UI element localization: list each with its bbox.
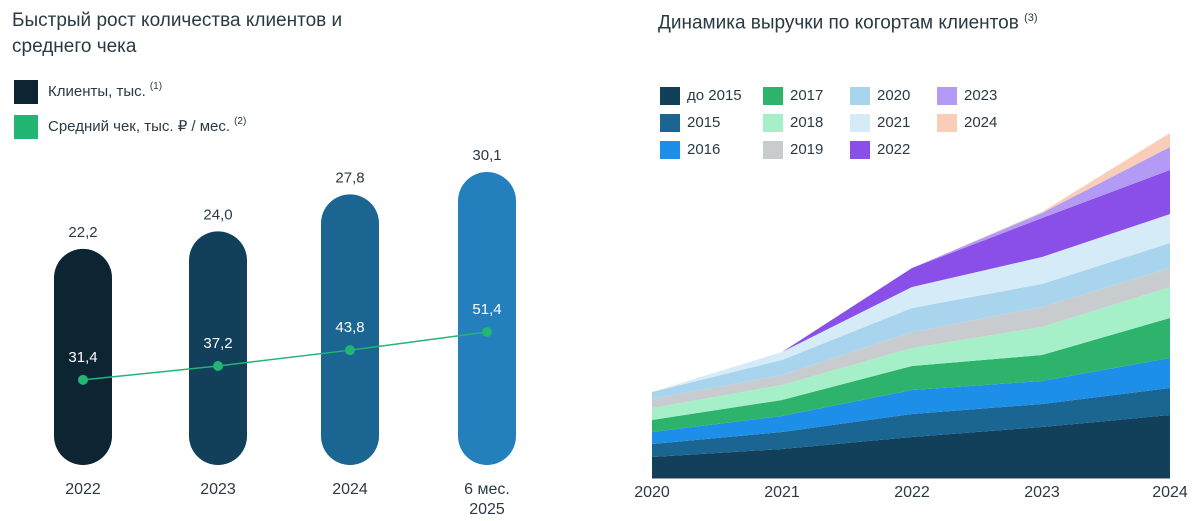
area bbox=[652, 268, 1170, 408]
legend-swatch bbox=[14, 80, 38, 104]
legend-swatch bbox=[14, 115, 38, 139]
line-point bbox=[213, 360, 223, 371]
legend-label: 2016 bbox=[687, 141, 720, 158]
legend-label: 2019 bbox=[790, 141, 823, 158]
legend-swatch bbox=[937, 87, 957, 105]
legend-text: Средний чек, тыс. ₽ / мес. bbox=[48, 118, 230, 135]
x-tick-label: 2023 bbox=[1024, 484, 1060, 501]
legend-swatch bbox=[850, 114, 870, 132]
bar bbox=[54, 248, 112, 465]
line bbox=[82, 331, 488, 381]
legend-note: (1) bbox=[150, 81, 162, 92]
legend-swatch bbox=[660, 114, 680, 132]
area bbox=[652, 214, 1170, 392]
legend-note: (2) bbox=[234, 116, 246, 127]
area bbox=[652, 388, 1170, 457]
area bbox=[652, 287, 1170, 420]
area bbox=[652, 358, 1170, 444]
legend-label: 2022 bbox=[877, 141, 910, 158]
legend-label: 2021 bbox=[877, 114, 910, 131]
x-tick-label: 2023 bbox=[200, 481, 236, 498]
legend-swatch bbox=[660, 87, 680, 105]
legend-swatch bbox=[660, 141, 680, 159]
bar-label: 22,2 bbox=[68, 224, 97, 241]
legend-swatch bbox=[850, 87, 870, 105]
legend-swatch bbox=[763, 87, 783, 105]
title-note: (3) bbox=[1024, 12, 1038, 24]
area bbox=[652, 170, 1170, 392]
legend-text: Клиенты, тыс. bbox=[48, 83, 146, 100]
line-point bbox=[482, 327, 492, 337]
legend-label: Клиенты, тыс. (1) bbox=[48, 81, 162, 100]
legend-label: 2017 bbox=[790, 87, 823, 104]
x-tick-label: 2024 bbox=[332, 481, 368, 498]
line-point bbox=[78, 374, 88, 385]
bar-label: 27,8 bbox=[335, 169, 364, 186]
x-tick-label: 2020 bbox=[634, 484, 670, 501]
legend-swatch bbox=[763, 141, 783, 159]
legend-swatch bbox=[937, 114, 957, 132]
area bbox=[652, 415, 1170, 478]
line-label: 37,2 bbox=[203, 335, 232, 352]
chart-title: Быстрый рост количества клиентов и средн… bbox=[12, 10, 343, 57]
x-tick-label: 2022 bbox=[894, 484, 930, 501]
bar-label: 24,0 bbox=[203, 206, 232, 223]
line-label: 51,4 bbox=[472, 301, 501, 318]
chart-title: Динамика выручки по когортам клиентов (3… bbox=[658, 12, 1038, 34]
x-tick-label: 2022 bbox=[65, 481, 101, 498]
chart-title-text: Динамика выручки по когортам клиентов bbox=[658, 12, 1019, 34]
area bbox=[652, 318, 1170, 432]
legend-label: 2015 bbox=[687, 114, 720, 131]
legend-label: 2018 bbox=[790, 114, 823, 131]
x-tick-label: 2021 bbox=[764, 484, 800, 501]
legend-swatch bbox=[763, 114, 783, 132]
line-label: 31,4 bbox=[68, 349, 97, 366]
legend-label: Средний чек, тыс. ₽ / мес. (2) bbox=[48, 116, 246, 135]
x-tick-label: 2024 bbox=[1152, 484, 1188, 501]
line-point bbox=[345, 345, 355, 356]
legend-label: 2023 bbox=[964, 87, 997, 104]
legend-label: до 2015 bbox=[687, 87, 742, 104]
line-label: 43,8 bbox=[335, 319, 364, 336]
bar-label: 30,1 bbox=[472, 147, 501, 164]
legend-label: 2024 bbox=[964, 114, 997, 131]
legend-label: 2020 bbox=[877, 87, 910, 104]
bar bbox=[321, 194, 379, 465]
area bbox=[652, 243, 1170, 399]
bar bbox=[189, 231, 247, 465]
x-tick-label: 6 мес. 2025 bbox=[464, 481, 510, 518]
bar bbox=[458, 172, 516, 465]
legend-swatch bbox=[850, 141, 870, 159]
